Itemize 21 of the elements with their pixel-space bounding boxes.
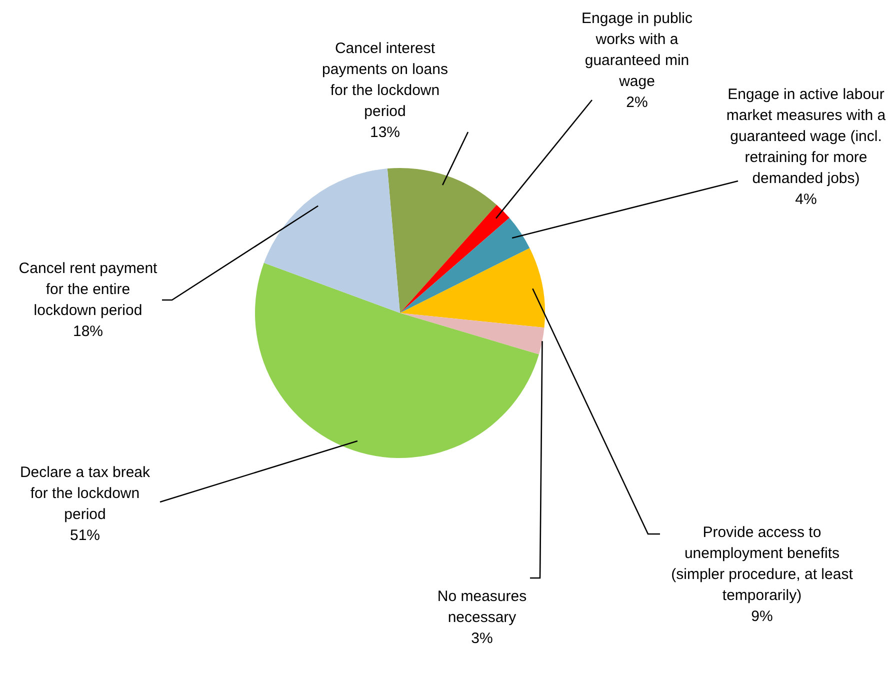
pie-slice: [255, 262, 539, 458]
slice-label: Cancel interest payments on loans for the lockdown period: [321, 39, 449, 122]
pie-slice: [400, 204, 510, 313]
pie-slice: [387, 168, 497, 313]
pie-slice: [400, 313, 544, 354]
data-label: 9%: [750, 607, 774, 627]
data-label: 18%: [72, 322, 104, 342]
slice-label: Cancel rent payment for the entire lockdown period: [18, 259, 158, 321]
pie-slice: [400, 218, 530, 313]
slice-label: Engage in active labour market measures with a guaranteed wage (incl. retraining for more demanded jobs): [726, 85, 886, 189]
slice-label: Provide access to unemployment benefits (simpler procedure, at least temporarily): [670, 523, 854, 606]
data-label: 51%: [68, 526, 102, 546]
data-label: 4%: [794, 190, 818, 210]
pie-slice: [400, 248, 545, 328]
slice-label: Engage in public works with a guaranteed min wage: [580, 9, 694, 92]
pie-slice: [264, 168, 400, 313]
data-label: 13%: [368, 123, 402, 143]
slice-label: Declare a tax break for the lockdown period: [18, 463, 152, 525]
slice-label: No measures necessary: [436, 587, 528, 628]
data-label: 3%: [470, 629, 494, 649]
data-label: 2%: [625, 93, 649, 113]
